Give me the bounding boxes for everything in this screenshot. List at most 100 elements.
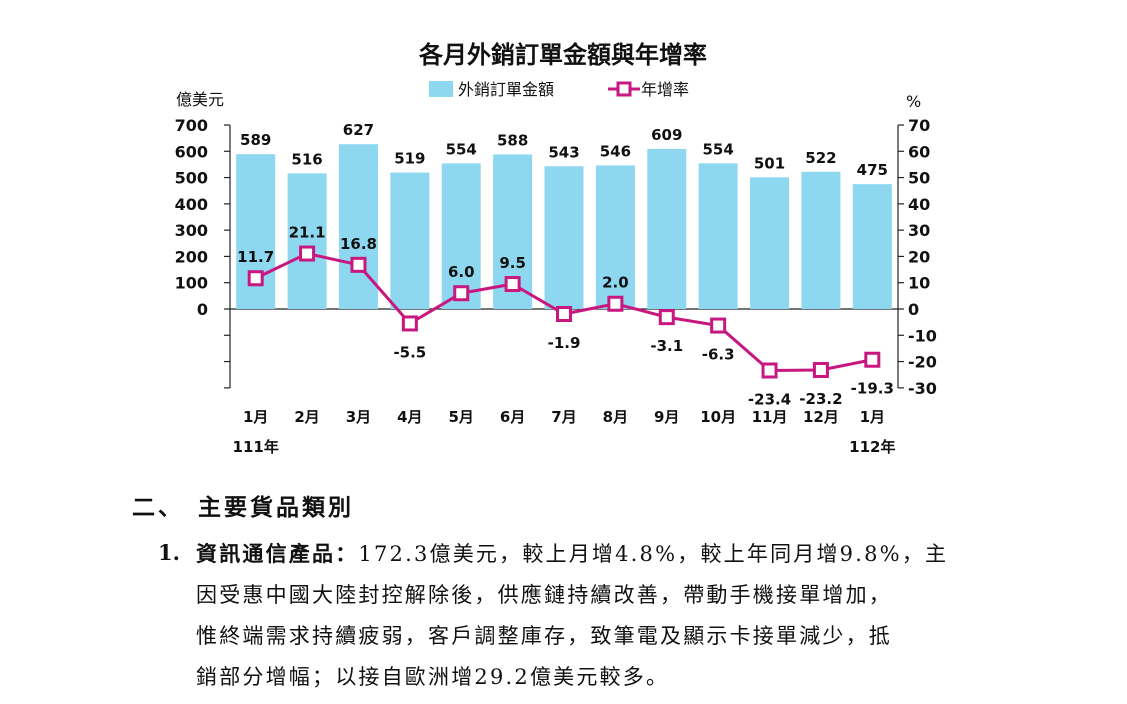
year-label: 111年 bbox=[233, 438, 279, 456]
growth-point bbox=[812, 361, 829, 378]
bar bbox=[338, 144, 378, 309]
growth-value-label: 11.7 bbox=[237, 248, 274, 266]
growth-point bbox=[658, 309, 675, 326]
growth-value-label: -5.5 bbox=[393, 343, 426, 361]
category-label: 4月 bbox=[397, 408, 422, 426]
growth-point bbox=[607, 295, 624, 312]
right-tick-label: -30 bbox=[908, 379, 937, 398]
growth-value-label: -19.3 bbox=[851, 380, 894, 398]
left-tick-label: 700 bbox=[175, 116, 208, 135]
legend-bar-swatch bbox=[429, 81, 453, 97]
chart-title: 各月外銷訂單金額與年增率 bbox=[418, 41, 707, 69]
bar bbox=[852, 184, 892, 309]
right-tick-label: 20 bbox=[908, 247, 930, 266]
category-label: 1月 bbox=[860, 408, 885, 426]
category-label: 5月 bbox=[449, 408, 474, 426]
bar bbox=[647, 148, 687, 309]
growth-point bbox=[710, 317, 727, 334]
right-tick-label: -20 bbox=[908, 353, 937, 372]
right-tick-label: 70 bbox=[908, 116, 930, 135]
growth-line bbox=[247, 245, 881, 379]
left-tick-label: 300 bbox=[175, 221, 208, 240]
right-tick-label: 50 bbox=[908, 169, 930, 188]
growth-point bbox=[761, 362, 778, 379]
bar-value-label: 554 bbox=[446, 140, 477, 158]
legend-line-label: 年增率 bbox=[641, 80, 689, 99]
bar-value-label: 519 bbox=[394, 150, 425, 168]
legend-line-marker bbox=[616, 81, 632, 97]
growth-point bbox=[401, 315, 418, 332]
growth-value-label: -6.3 bbox=[702, 346, 735, 364]
legend: 外銷訂單金額 年增率 bbox=[429, 80, 689, 99]
data-labels: 589 516 627 519 554 588 543 546 609 554 501 522 475 1… bbox=[237, 121, 894, 408]
left-tick-label: 500 bbox=[175, 169, 208, 188]
bar bbox=[801, 171, 841, 309]
right-tick-label: 10 bbox=[908, 274, 930, 293]
right-tick-label: -10 bbox=[908, 326, 937, 345]
item-line-4: 銷部分增幅；以接自歐洲增29.2億美元較多。 bbox=[196, 665, 670, 689]
left-tick-label: 100 bbox=[175, 274, 208, 293]
category-label: 9月 bbox=[654, 408, 679, 426]
right-tick-label: 60 bbox=[908, 142, 930, 161]
bar-value-label: 554 bbox=[702, 140, 733, 158]
bar bbox=[287, 173, 327, 309]
axes: 7006005004003002001000706050403020100-10… bbox=[175, 116, 937, 456]
growth-point bbox=[504, 276, 521, 293]
growth-value-label: -23.2 bbox=[799, 390, 842, 408]
bar-value-label: 516 bbox=[291, 150, 322, 168]
right-tick-label: 30 bbox=[908, 221, 930, 240]
left-tick-label: 600 bbox=[175, 142, 208, 161]
growth-point bbox=[350, 256, 367, 273]
legend-bar-label: 外銷訂單金額 bbox=[458, 80, 554, 99]
growth-value-label: -3.1 bbox=[650, 337, 683, 355]
bar-value-label: 522 bbox=[805, 149, 836, 167]
left-tick-label: 400 bbox=[175, 195, 208, 214]
growth-point bbox=[453, 285, 470, 302]
bar-value-label: 627 bbox=[343, 121, 374, 139]
item-line-2: 因受惠中國大陸封控解除後，供應鏈持續改善，帶動手機接單增加， bbox=[196, 583, 892, 607]
bar-value-label: 543 bbox=[548, 143, 579, 161]
section-number: 二、 bbox=[132, 494, 184, 521]
growth-point bbox=[247, 270, 264, 287]
item-heading: 資訊通信產品： bbox=[196, 541, 359, 566]
item-line-1: 172.3億美元，較上月增4.8%，較上年同月增9.8%，主 bbox=[358, 542, 949, 566]
category-label: 6月 bbox=[500, 408, 525, 426]
category-label: 3月 bbox=[346, 408, 371, 426]
item-number: 1. bbox=[158, 540, 180, 565]
growth-value-label: 16.8 bbox=[340, 235, 377, 253]
growth-point bbox=[556, 305, 572, 322]
bar-value-label: 475 bbox=[857, 161, 888, 179]
section-title: 主要貨品類別 bbox=[198, 494, 354, 521]
category-label: 2月 bbox=[294, 408, 319, 426]
category-label: 7月 bbox=[551, 408, 576, 426]
bar-value-label: 588 bbox=[497, 131, 528, 149]
right-tick-label: 0 bbox=[908, 300, 919, 319]
growth-value-label: -1.9 bbox=[548, 334, 581, 352]
item-line-3: 惟終端需求持續疲弱，客戶調整庫存，致筆電及顯示卡接單減少，抵 bbox=[196, 624, 892, 648]
growth-value-label: -23.4 bbox=[748, 391, 791, 409]
category-label: 12月 bbox=[803, 408, 839, 426]
left-tick-label: 200 bbox=[175, 247, 208, 266]
growth-point bbox=[299, 245, 316, 262]
bar bbox=[544, 166, 584, 309]
bar bbox=[441, 163, 481, 309]
growth-value-label: 2.0 bbox=[602, 274, 629, 292]
bars bbox=[236, 144, 892, 309]
growth-value-label: 6.0 bbox=[448, 263, 475, 281]
year-label: 112年 bbox=[849, 438, 895, 456]
bar-value-label: 546 bbox=[600, 142, 631, 160]
category-label: 10月 bbox=[700, 408, 736, 426]
category-label: 8月 bbox=[603, 408, 628, 426]
growth-value-label: 9.5 bbox=[499, 254, 526, 272]
bar bbox=[595, 165, 635, 309]
bar bbox=[390, 172, 430, 309]
category-label: 1月 bbox=[243, 408, 268, 426]
bar-value-label: 501 bbox=[754, 154, 785, 172]
bar-value-label: 589 bbox=[240, 131, 271, 149]
right-tick-label: 40 bbox=[908, 195, 930, 214]
section-heading: 二、 主要貨品類別 bbox=[132, 488, 354, 522]
category-label: 11月 bbox=[752, 408, 788, 426]
right-axis-unit: % bbox=[906, 92, 921, 111]
growth-value-label: 21.1 bbox=[289, 224, 326, 242]
orders-chart: 各月外銷訂單金額與年增率 億美元 % 外銷訂單金額 年增率 7006005004… bbox=[175, 41, 937, 456]
